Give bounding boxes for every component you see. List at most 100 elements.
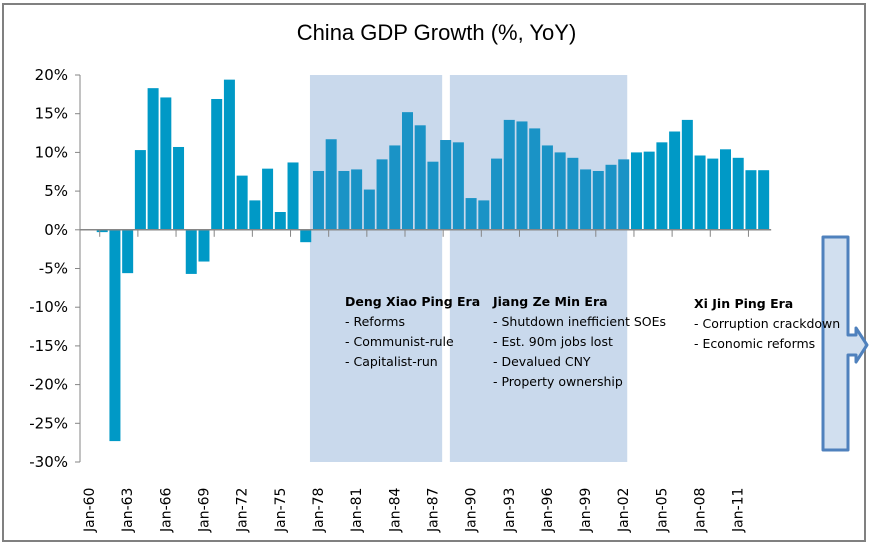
bar [529, 128, 541, 230]
bar [554, 152, 566, 230]
bar [707, 158, 719, 230]
bar [465, 198, 477, 230]
bar [211, 98, 223, 230]
annotation-heading: Deng Xiao Ping Era [345, 294, 481, 309]
annotation-xi-era: Xi Jin Ping Era - Corruption crackdown -… [694, 294, 840, 354]
bar [236, 175, 248, 230]
bars [96, 79, 770, 442]
bar [351, 169, 363, 230]
y-tick-label: -20% [29, 376, 68, 394]
bar [618, 159, 630, 230]
bar [541, 145, 553, 230]
bar [402, 112, 413, 230]
bar [592, 170, 604, 230]
bar [274, 211, 286, 230]
bar [580, 169, 592, 230]
bar [452, 142, 464, 230]
annotation-line: - Devalued CNY [493, 354, 591, 369]
x-tick-label: Jan-84 [387, 487, 403, 533]
bar [198, 229, 210, 262]
x-tick-label: Jan-87 [425, 488, 441, 533]
bar [262, 168, 274, 230]
bar [173, 146, 185, 230]
x-tick-label: Jan-93 [502, 488, 518, 533]
bar [720, 149, 731, 230]
annotation-line: - Reforms [345, 314, 405, 329]
bar [681, 119, 693, 230]
shaded-regions [309, 75, 628, 462]
bar [440, 140, 452, 230]
bar [160, 97, 172, 230]
x-tick-label: Jan-05 [654, 488, 670, 533]
annotation-deng-era: Deng Xiao Ping Era - Reforms - Communist… [345, 292, 480, 372]
y-tick-labels: 20% 15% 10% 5% 0% -5% -10% -15% -20% -25% -30% [29, 66, 68, 471]
arrow-callout-shape [821, 235, 869, 452]
x-tick-label: Jan-02 [616, 488, 632, 533]
y-tick-label: 0% [44, 221, 68, 239]
annotation-line: - Corruption crackdown [694, 316, 841, 331]
annotation-line: - Capitalist-run [345, 354, 438, 369]
bar [185, 229, 197, 274]
y-tick-label: -5% [39, 260, 68, 278]
bar [732, 157, 744, 230]
bar [363, 189, 375, 230]
bar [376, 159, 388, 230]
annotation-line: - Property ownership [493, 374, 623, 389]
annotation-line: - Est. 90m jobs lost [493, 334, 613, 349]
x-tick-label: Jan-11 [731, 488, 747, 533]
bar [669, 131, 681, 230]
bar [249, 200, 261, 230]
bar [109, 229, 121, 442]
annotation-line: - Economic reforms [694, 336, 816, 351]
bar [503, 119, 515, 230]
annotation-heading: Xi Jin Ping Era [694, 296, 794, 311]
bar [389, 145, 401, 230]
bar [338, 170, 350, 230]
x-tick-label: Jan-69 [196, 488, 212, 533]
x-tick-label: Jan-75 [273, 488, 289, 533]
bar [745, 170, 757, 230]
x-tick-label: Jan-72 [235, 488, 251, 533]
bar [478, 200, 490, 230]
bar [516, 121, 528, 230]
y-tick-label: -15% [29, 337, 68, 355]
x-tick-label: Jan-99 [578, 488, 594, 533]
x-tick-labels: Jan-60 Jan-63 Jan-66 Jan-69 Jan-72 Jan-75 Jan-… [82, 487, 747, 533]
bar [656, 142, 668, 230]
arrow-callout [821, 235, 869, 452]
y-tick-label: -10% [29, 298, 68, 316]
bar [287, 162, 299, 230]
x-tick-label: Jan-90 [464, 488, 480, 533]
bar [758, 170, 770, 230]
x-tick-label: Jan-78 [311, 488, 327, 533]
y-tick-label: 20% [35, 66, 68, 84]
bar [605, 164, 617, 230]
x-tick-label: Jan-63 [120, 488, 136, 533]
bar [630, 152, 642, 230]
y-tick-label: 10% [35, 143, 68, 161]
bar [223, 79, 235, 230]
bar [312, 170, 324, 230]
annotation-heading: Jiang Ze Min Era [493, 294, 608, 309]
x-tick-label: Jan-81 [349, 488, 365, 533]
bar [147, 88, 159, 230]
axes [75, 74, 772, 463]
y-tick-label: -30% [29, 453, 68, 471]
x-tick-label: Jan-96 [540, 487, 556, 533]
bar [643, 151, 655, 230]
bar [325, 139, 337, 230]
bar [491, 158, 503, 230]
bar [96, 229, 108, 233]
bar [414, 125, 426, 230]
annotation-jiang-era: Jiang Ze Min Era - Shutdown inefficient … [493, 292, 666, 392]
x-tick-label: Jan-60 [82, 488, 98, 533]
y-tick-label: 5% [44, 182, 68, 200]
bar [567, 157, 579, 230]
bar [694, 155, 706, 230]
y-tick-label: -25% [29, 414, 68, 432]
bar [427, 161, 439, 230]
annotation-line: - Communist-rule [345, 334, 454, 349]
bar [134, 150, 146, 230]
y-tick-label: 15% [35, 105, 68, 123]
